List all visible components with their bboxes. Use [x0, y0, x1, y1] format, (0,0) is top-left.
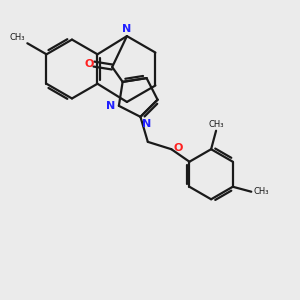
Text: CH₃: CH₃	[253, 187, 269, 196]
Text: N: N	[122, 24, 131, 34]
Text: O: O	[174, 143, 183, 153]
Text: O: O	[85, 59, 94, 69]
Text: CH₃: CH₃	[208, 120, 224, 129]
Text: N: N	[106, 101, 115, 111]
Text: CH₃: CH₃	[10, 33, 25, 42]
Text: N: N	[142, 119, 151, 129]
